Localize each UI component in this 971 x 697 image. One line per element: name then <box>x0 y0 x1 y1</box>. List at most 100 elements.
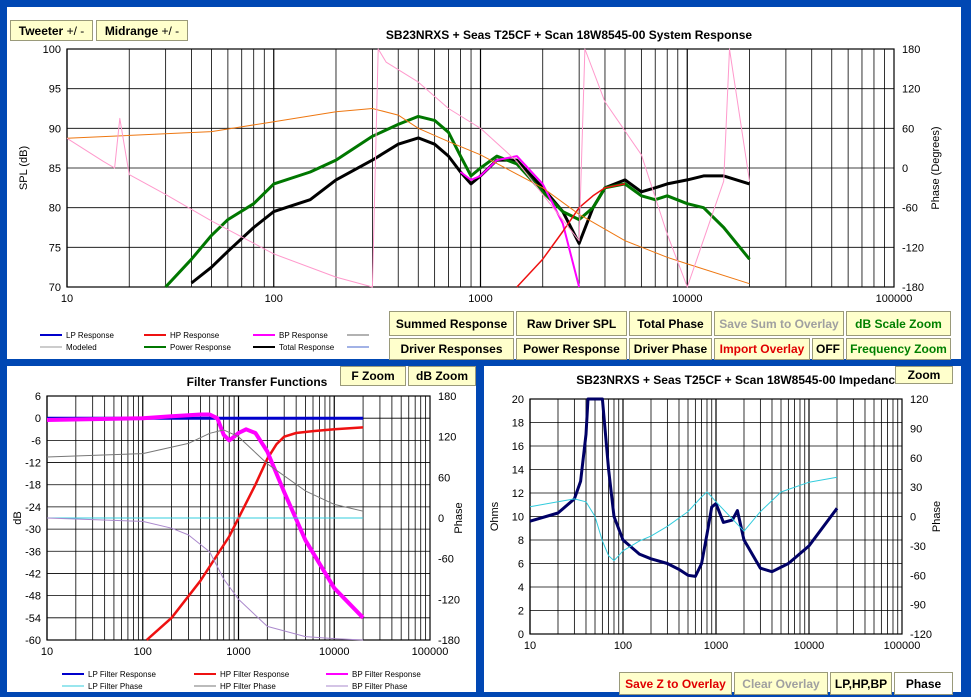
series-line <box>529 397 839 578</box>
x-tick-label: 10000 <box>319 646 350 658</box>
y2-axis-label: Phase <box>453 502 465 533</box>
db-scale-zoom-button[interactable]: dB Scale Zoom <box>846 311 951 336</box>
save-sum-overlay-button[interactable]: Save Sum to Overlay <box>714 311 844 336</box>
series-line <box>46 517 364 641</box>
total-phase-button[interactable]: Total Phase <box>629 311 712 336</box>
y2-tick-label: 120 <box>438 432 456 444</box>
y-tick-label: -36 <box>25 546 41 558</box>
y-tick-label: 90 <box>49 123 61 135</box>
legend-label: Modeled <box>66 343 97 352</box>
y2-tick-label: -180 <box>438 635 460 647</box>
y2-tick-label: 90 <box>910 423 922 435</box>
y2-tick-label: -60 <box>438 554 454 566</box>
chart-title: SB23NRXS + Seas T25CF + Scan 18W8545-00 … <box>386 28 753 42</box>
save-z-overlay-button[interactable]: Save Z to Overlay <box>619 672 732 695</box>
impedance-zoom-button[interactable]: Zoom <box>895 366 953 384</box>
y2-tick-label: 120 <box>910 394 928 406</box>
import-overlay-button[interactable]: Import Overlay <box>714 338 810 360</box>
series-line <box>529 476 838 562</box>
y-tick-label: 16 <box>512 441 524 453</box>
series-line <box>66 108 750 285</box>
legend-label: BP Filter Response <box>352 670 421 679</box>
driver-phase-button[interactable]: Driver Phase <box>629 338 712 360</box>
y2-tick-label: 60 <box>902 123 914 135</box>
db-scale-zoom-label: dB Scale Zoom <box>855 316 942 331</box>
phase-label: Phase <box>905 676 942 691</box>
y2-tick-label: -120 <box>438 594 460 606</box>
lp-hp-bp-button[interactable]: LP,HP,BP <box>830 672 892 695</box>
f-zoom-button[interactable]: F Zoom <box>340 366 406 386</box>
y-tick-label: -42 <box>25 568 41 580</box>
midrange-tab-toggle: +/ - <box>161 23 180 38</box>
x-tick-label: 1000 <box>226 646 250 658</box>
y-tick-label: 20 <box>512 394 524 406</box>
frequency-zoom-button[interactable]: Frequency Zoom <box>846 338 951 360</box>
y2-tick-label: -90 <box>910 600 926 612</box>
phase-button[interactable]: Phase <box>894 672 953 695</box>
driver-responses-label: Driver Responses <box>400 342 503 356</box>
x-tick-label: 100 <box>614 640 632 652</box>
y-tick-label: 100 <box>43 44 61 56</box>
y-tick-label: 8 <box>518 535 524 547</box>
legend-label: BP Response <box>279 331 328 340</box>
db-zoom-button[interactable]: dB Zoom <box>408 366 476 386</box>
y2-tick-label: 60 <box>438 472 450 484</box>
y-tick-label: 85 <box>49 163 61 175</box>
y-tick-label: 6 <box>518 559 524 571</box>
summed-response-button[interactable]: Summed Response <box>389 311 514 336</box>
clear-overlay-button[interactable]: Clear Overlay <box>734 672 828 695</box>
x-tick-label: 100000 <box>412 646 449 658</box>
x-tick-label: 1000 <box>468 293 492 305</box>
filter-transfer-panel: 10 100 1000 10000 100000 -60 -54 -48 -42 -36 -30 -2… <box>7 366 476 692</box>
y2-axis-label: Phase <box>931 501 943 532</box>
y-tick-label: 80 <box>49 203 61 215</box>
tweeter-tab[interactable]: Tweeter +/ - <box>10 20 93 41</box>
impedance-chart: 10 100 1000 10000 100000 0 2 4 6 8 10 12 14 16 18 20 -12… <box>489 373 943 652</box>
x-tick-label: 10 <box>524 640 536 652</box>
legend-label: LP Filter Phase <box>88 682 143 691</box>
y-tick-label: 2 <box>518 606 524 618</box>
x-tick-label: 1000 <box>704 640 728 652</box>
midrange-tab[interactable]: Midrange +/ - <box>96 20 188 41</box>
y2-tick-label: 0 <box>438 513 444 525</box>
series-line <box>46 412 365 620</box>
y2-tick-label: 0 <box>910 512 916 524</box>
off-label: OFF <box>816 342 840 356</box>
series-line <box>46 429 364 512</box>
series-line <box>145 426 364 641</box>
power-response-button[interactable]: Power Response <box>516 338 627 360</box>
off-button[interactable]: OFF <box>812 338 844 360</box>
system-response-chart: 10 100 1000 10000 100000 70 75 80 85 90 95 100 -180 -… <box>18 28 942 352</box>
x-tick-label: 100 <box>265 293 283 305</box>
y2-tick-label: -60 <box>910 570 926 582</box>
y-tick-label: 0 <box>35 413 41 425</box>
y2-tick-label: 180 <box>438 391 456 403</box>
raw-driver-spl-button[interactable]: Raw Driver SPL <box>516 311 627 336</box>
y-tick-label: 6 <box>35 391 41 403</box>
legend-label: HP Filter Phase <box>220 682 276 691</box>
summed-response-label: Summed Response <box>395 316 508 331</box>
y2-tick-label: -60 <box>902 203 918 215</box>
save-z-overlay-label: Save Z to Overlay <box>625 676 726 691</box>
y2-tick-label: 30 <box>910 482 922 494</box>
y-tick-label: -30 <box>25 524 41 536</box>
y-tick-label: 75 <box>49 242 61 254</box>
clear-overlay-label: Clear Overlay <box>742 676 820 691</box>
y-tick-label: 0 <box>518 629 524 641</box>
legend-label: HP Response <box>170 331 220 340</box>
legend-label: LP Filter Response <box>88 670 156 679</box>
import-overlay-label: Import Overlay <box>719 342 805 356</box>
driver-responses-button[interactable]: Driver Responses <box>389 338 514 360</box>
y2-tick-label: 0 <box>902 163 908 175</box>
y-tick-label: 4 <box>518 582 524 594</box>
legend-label: Total Response <box>279 343 335 352</box>
y2-tick-label: 60 <box>910 453 922 465</box>
y2-tick-label: -180 <box>902 282 924 294</box>
filter-transfer-chart: 10 100 1000 10000 100000-60-54-48-42-36-30-2… <box>12 375 465 691</box>
legend-label: HP Filter Response <box>220 670 290 679</box>
y-tick-label: 14 <box>512 465 524 477</box>
impedance-zoom-label: Zoom <box>907 368 941 382</box>
power-response-label: Power Response <box>523 342 620 356</box>
y-tick-label: -6 <box>31 435 41 447</box>
x-tick-label: 10 <box>41 646 53 658</box>
